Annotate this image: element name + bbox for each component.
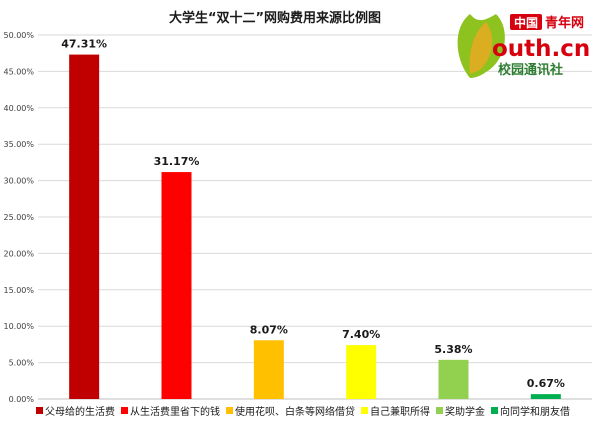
legend-label: 奖助学金 bbox=[445, 405, 485, 418]
bar bbox=[69, 54, 100, 400]
china-badge bbox=[510, 14, 542, 30]
y-tick-label: 15.00% bbox=[3, 286, 34, 295]
chart-title: 大学生“双十二”网购费用来源比例图 bbox=[169, 10, 381, 26]
logo-domain-text: outh.cn bbox=[492, 36, 590, 62]
y-tick-label: 45.00% bbox=[3, 67, 34, 76]
legend-label: 自己兼职所得 bbox=[370, 405, 430, 418]
y-tick-label: 0.00% bbox=[9, 395, 35, 404]
y-tick-label: 20.00% bbox=[3, 249, 34, 258]
bar bbox=[253, 340, 284, 399]
data-label: 47.31% bbox=[61, 38, 107, 51]
y-tick-label: 50.00% bbox=[3, 31, 34, 40]
logo-youth-net-text: 青年网 bbox=[545, 15, 584, 31]
legend-swatch bbox=[121, 407, 128, 414]
legend-swatch bbox=[436, 407, 443, 414]
data-label: 31.17% bbox=[154, 155, 200, 168]
data-label: 0.67% bbox=[527, 377, 565, 390]
legend-swatch bbox=[491, 407, 498, 414]
y-tick-label: 30.00% bbox=[3, 177, 34, 186]
legend-swatch bbox=[226, 407, 233, 414]
data-label: 8.07% bbox=[250, 323, 288, 336]
legend-label: 父母给的生活费 bbox=[45, 405, 115, 418]
brand-logo: 中国 青年网 outh.cn 校园通讯社 bbox=[457, 14, 590, 78]
y-tick-label: 10.00% bbox=[3, 322, 34, 331]
legend-swatch bbox=[36, 407, 43, 414]
bar bbox=[438, 359, 469, 399]
data-label: 5.38% bbox=[434, 343, 472, 356]
y-tick-label: 40.00% bbox=[3, 104, 34, 113]
legend: 父母给的生活费 从生活费里省下的钱 使用花呗、白条等网络借贷 自己兼职所得 奖助学金 向同… bbox=[36, 405, 570, 418]
ginkgo-leaf-highlight-icon bbox=[469, 22, 493, 74]
y-tick-label: 25.00% bbox=[3, 213, 34, 222]
bar bbox=[530, 394, 561, 399]
legend-swatch bbox=[361, 407, 368, 414]
logo-campus-text: 校园通讯社 bbox=[498, 62, 563, 78]
logo-china-text: 中国 bbox=[514, 15, 538, 30]
y-tick-label: 5.00% bbox=[9, 359, 35, 368]
legend-label: 向同学和朋友借 bbox=[500, 405, 570, 418]
bar bbox=[346, 345, 377, 399]
legend-label: 使用花呗、白条等网络借贷 bbox=[235, 405, 355, 418]
bar bbox=[161, 172, 192, 399]
grid-layer: 0.00% 5.00% 10.00% 15.00% 20.00% 25.00% 30.00%… bbox=[3, 31, 592, 404]
y-tick-label: 35.00% bbox=[3, 140, 34, 149]
data-label: 7.40% bbox=[342, 328, 380, 341]
bars-layer: 47.31% 31.17% 8.07% 7.40% 5.38% 0.67% bbox=[61, 38, 565, 400]
legend-label: 从生活费里省下的钱 bbox=[130, 405, 220, 418]
